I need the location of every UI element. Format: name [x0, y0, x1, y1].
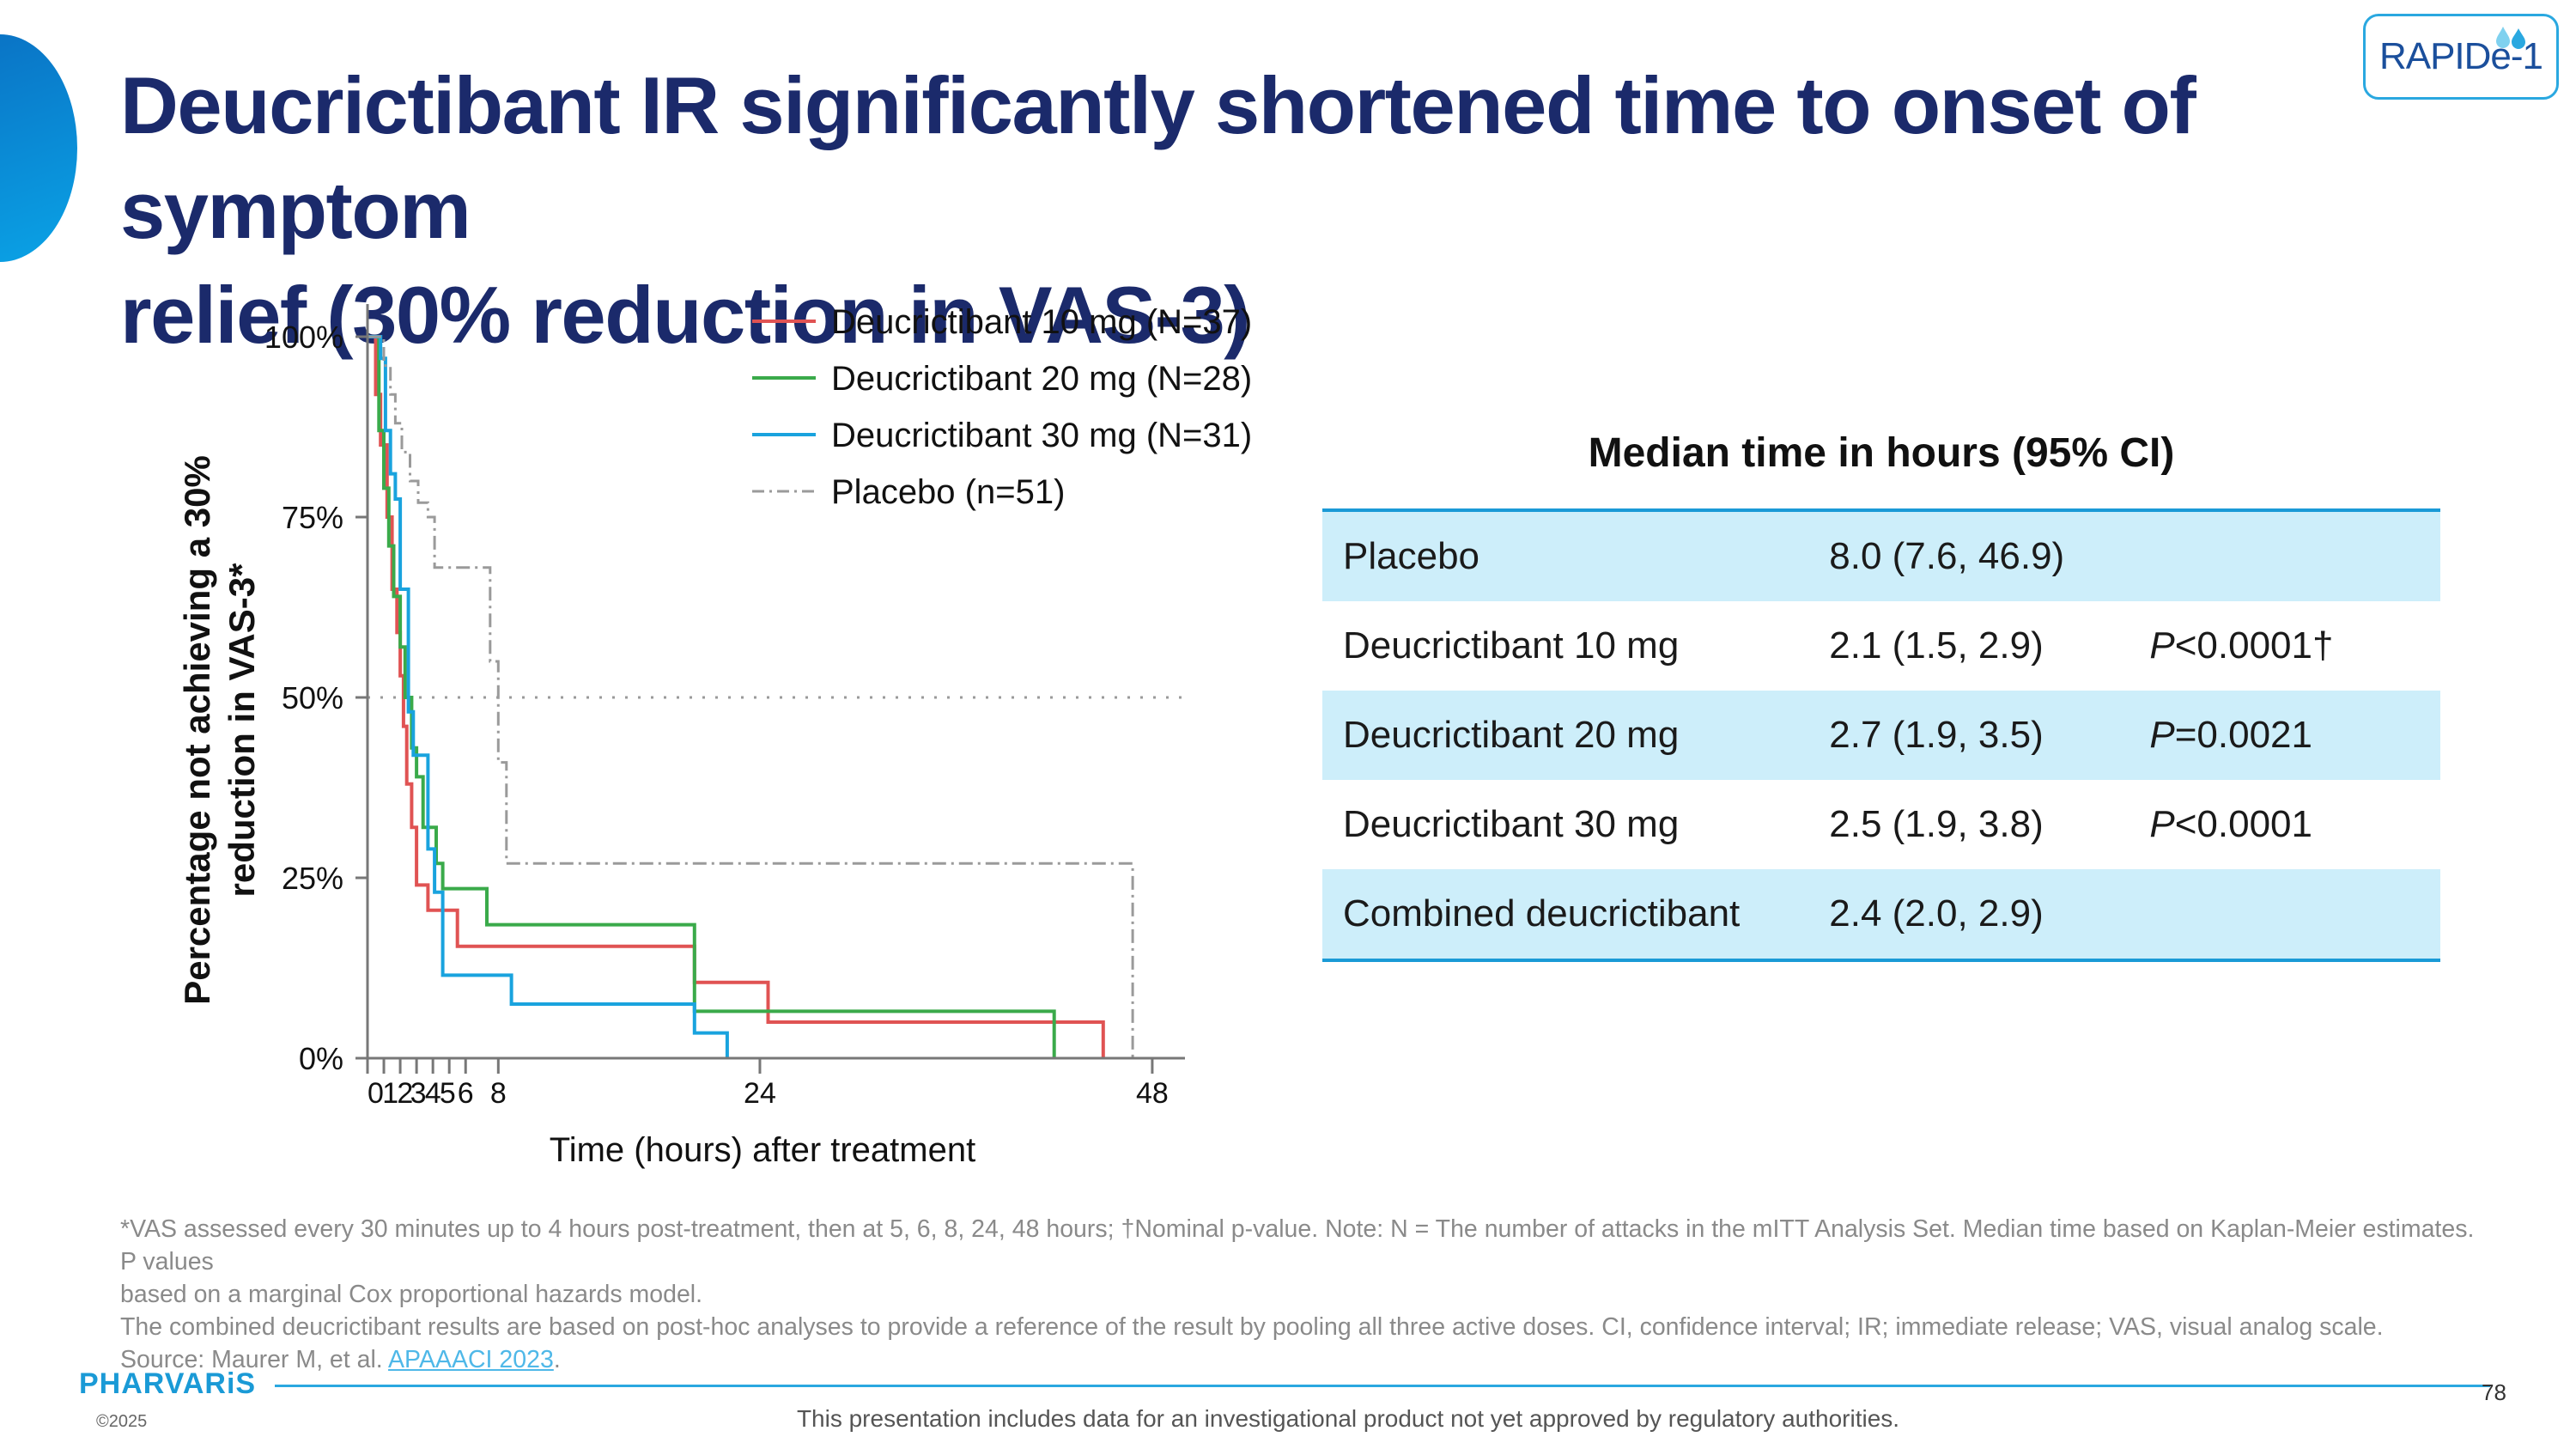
y-tick-label: 0% [299, 1041, 343, 1076]
table-row: Combined deucrictibant 2.4 (2.0, 2.9) [1322, 869, 2440, 960]
y-tick-label: 50% [282, 680, 343, 715]
series-line-4 [368, 335, 1134, 1058]
x-tick-label: 1 [382, 1077, 398, 1110]
footer-divider [275, 1385, 2490, 1387]
x-tick-label: 4 [425, 1077, 441, 1110]
table-row: Deucrictibant 30 mg 2.5 (1.9, 3.8) P<0.000… [1322, 780, 2440, 869]
row-p-value [2129, 869, 2440, 960]
row-median: 2.7 (1.9, 3.5) [1808, 691, 2129, 780]
source-link[interactable]: APAAACI 2023 [388, 1346, 554, 1373]
row-p-value: P=0.0021 [2129, 691, 2440, 780]
footnote-line-2: based on a marginal Cox proportional haz… [120, 1281, 703, 1308]
legend-label: Deucrictibant 30 mg (N=31) [831, 417, 1252, 454]
slide-title: Deucrictibant IR significantly shortened… [120, 53, 2387, 368]
row-label: Combined deucrictibant [1322, 869, 1809, 960]
x-tick-label: 8 [490, 1077, 507, 1110]
table-title: Median time in hours (95% CI) [1588, 430, 2175, 476]
p-value-text: =0.0021 [2174, 714, 2312, 756]
footnote-line-1: *VAS assessed every 30 minutes up to 4 h… [120, 1215, 2475, 1275]
p-prefix: P [2149, 624, 2175, 667]
p-prefix: P [2149, 714, 2175, 756]
slide-title-line-1: Deucrictibant IR significantly shortened… [120, 60, 2196, 255]
x-tick-label: 3 [410, 1077, 427, 1110]
y-tick-label: 25% [282, 861, 343, 896]
table-row: Deucrictibant 10 mg 2.1 (1.5, 2.9) P<0.000… [1322, 601, 2440, 691]
footnote-line-3: The combined deucrictibant results are b… [120, 1313, 2384, 1341]
legend-label: Placebo (n=51) [831, 473, 1065, 511]
footnote-source: Source: Maurer M, et al. APAAACI 2023. [120, 1343, 2490, 1376]
source-suffix: . [553, 1346, 561, 1373]
row-p-value: P<0.0001 [2129, 780, 2440, 869]
page-number: 78 [2482, 1379, 2506, 1405]
x-tick-label: 0 [368, 1077, 384, 1110]
p-value-text: <0.0001† [2174, 624, 2334, 667]
y-axis-label-line-1: Percentage not achieving a 30% [177, 455, 217, 1005]
row-p-value [2129, 510, 2440, 601]
y-tick-label: 75% [282, 500, 343, 535]
series-group [368, 335, 1134, 1058]
row-label: Deucrictibant 30 mg [1343, 803, 1680, 845]
legend-label: Deucrictibant 10 mg (N=37) [831, 303, 1252, 341]
row-label: Deucrictibant 20 mg [1322, 691, 1809, 780]
row-label: Deucrictibant 10 mg [1343, 624, 1680, 667]
disclaimer: This presentation includes data for an i… [796, 1405, 1900, 1432]
source-prefix: Source: Maurer M, et al. [120, 1346, 389, 1373]
row-median: 8.0 (7.6, 46.9) [1808, 510, 2129, 601]
legend-label: Deucrictibant 20 mg (N=28) [831, 360, 1252, 398]
x-axis-label: Time (hours) after treatment [550, 1131, 975, 1169]
p-value-text: <0.0001 [2174, 803, 2312, 845]
x-tick-label: 48 [1136, 1077, 1169, 1110]
rapide-logo: RAPIDe-1 [2363, 14, 2559, 100]
copyright: ©2025 [96, 1412, 148, 1431]
row-label: Placebo [1322, 510, 1809, 601]
x-tick-label: 6 [458, 1077, 474, 1110]
slide-title-line-2: relief (30% reduction in VAS-3) [120, 270, 1251, 360]
table-row: Deucrictibant 20 mg 2.7 (1.9, 3.5) P=0.002… [1322, 691, 2440, 780]
series-line-3 [368, 335, 729, 1058]
row-median: 2.4 (2.0, 2.9) [1808, 869, 2129, 960]
x-tick-label: 5 [440, 1077, 456, 1110]
x-tick-label: 24 [744, 1077, 776, 1110]
water-drops-icon [2496, 27, 2525, 49]
legend: Deucrictibant 10 mg (N=37) Deucrictibant … [752, 303, 1252, 511]
x-tick-label: 2 [397, 1077, 413, 1110]
pharvaris-logo: PHARVARiS [79, 1367, 257, 1400]
median-time-table: Placebo 8.0 (7.6, 46.9) Deucrictibant 10 m… [1322, 508, 2440, 962]
footnotes: *VAS assessed every 30 minutes up to 4 h… [120, 1213, 2490, 1376]
table-row: Placebo 8.0 (7.6, 46.9) [1322, 510, 2440, 601]
row-median: 2.5 (1.9, 3.8) [1829, 803, 2044, 845]
p-prefix: P [2149, 803, 2175, 845]
y-tick-label: 100% [264, 320, 343, 355]
row-median: 2.1 (1.5, 2.9) [1829, 624, 2044, 667]
row-p-value: P<0.0001† [2129, 601, 2440, 691]
y-axis-label-line-2: reduction in VAS-3* [222, 563, 262, 898]
